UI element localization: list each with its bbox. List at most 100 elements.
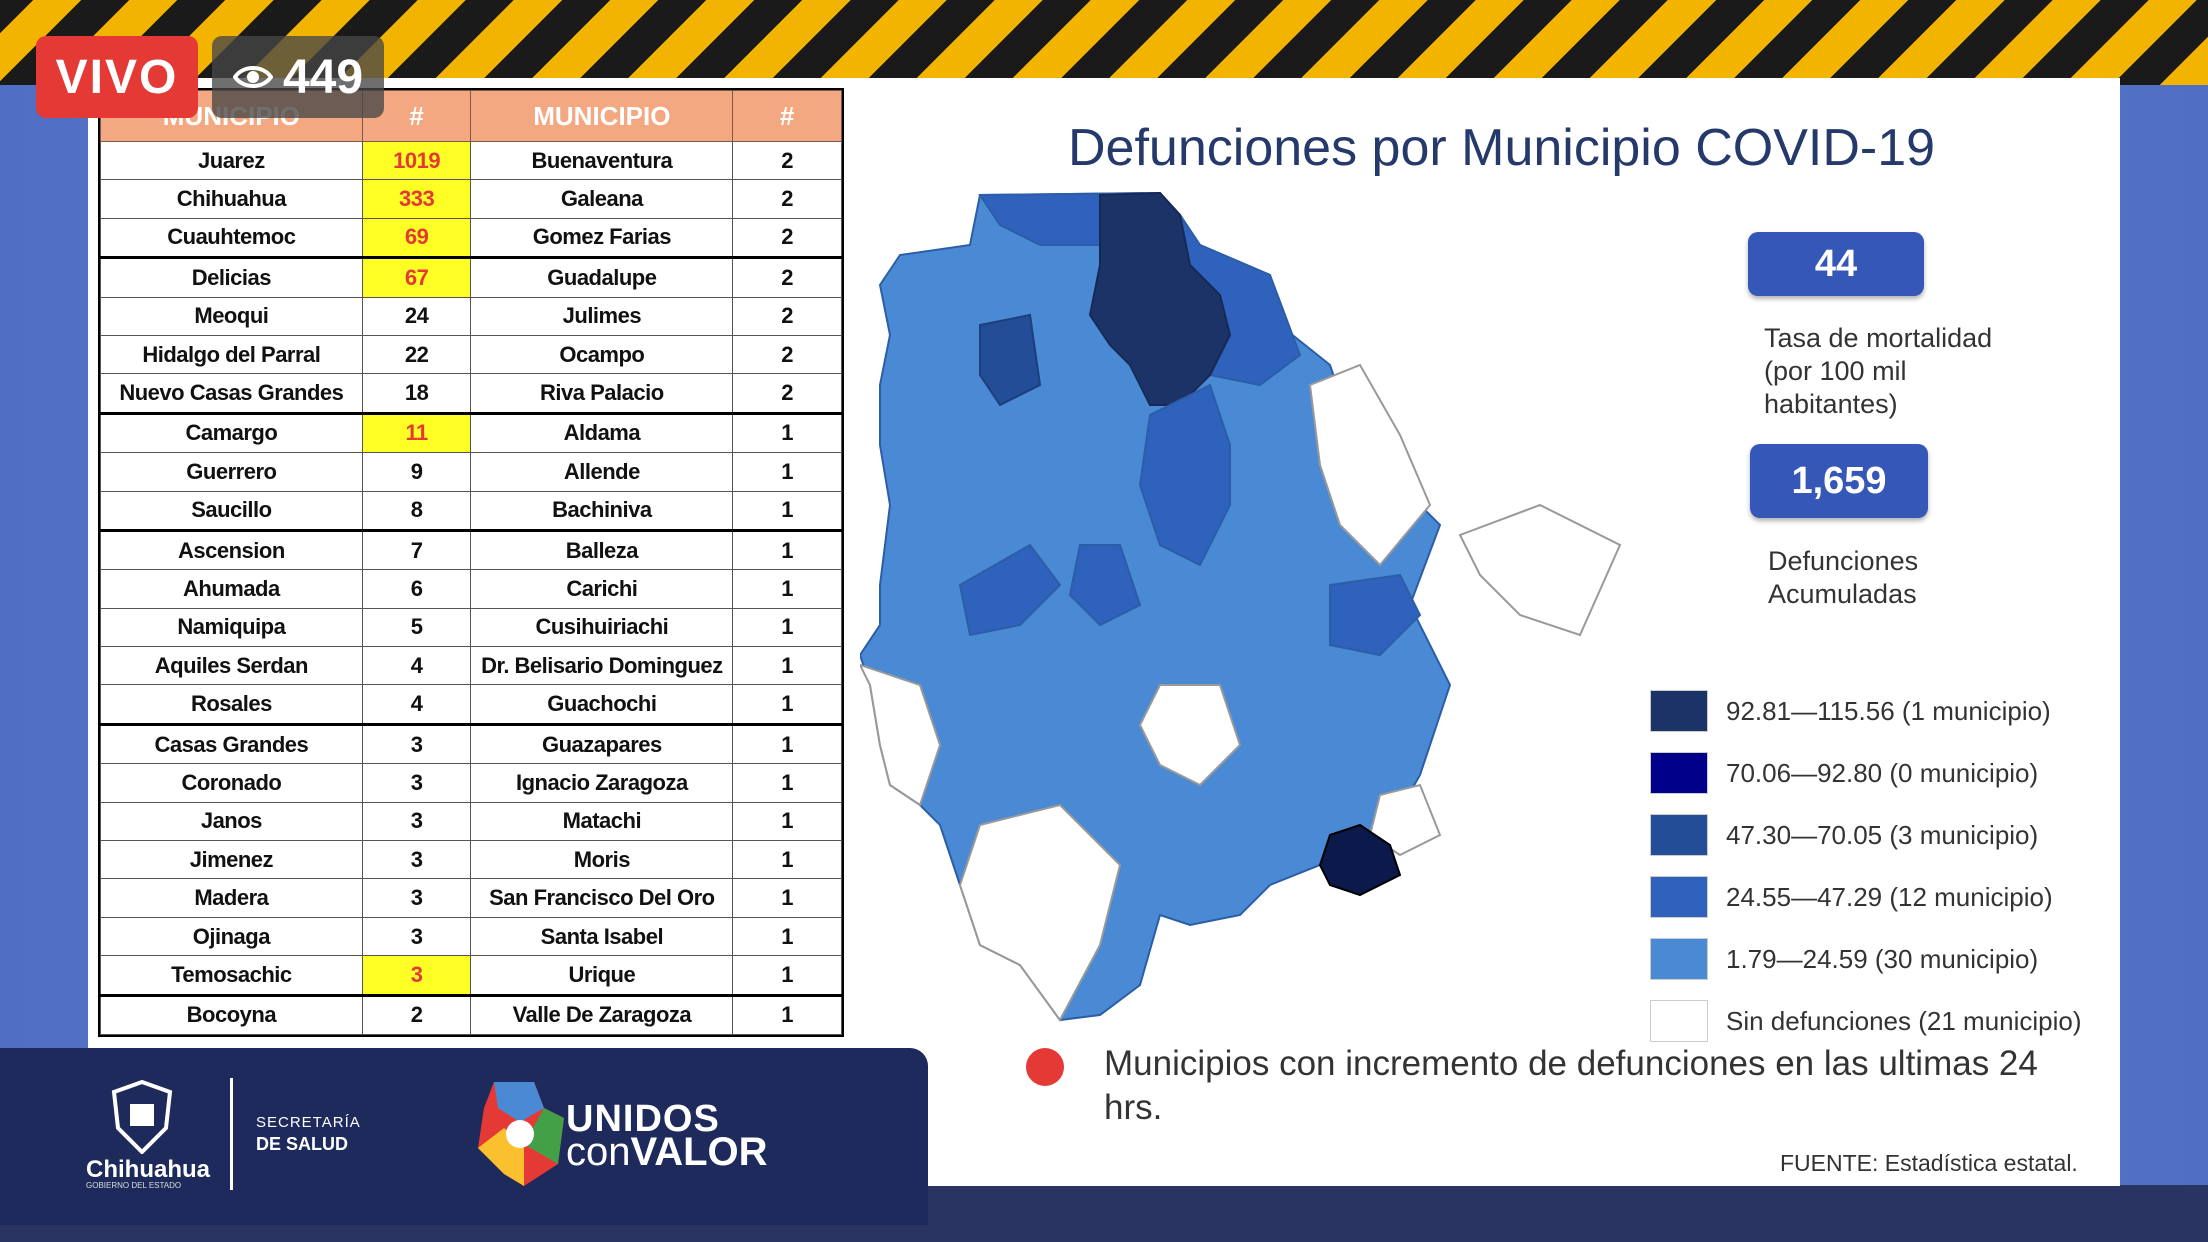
- municipio-cell: Allende: [470, 452, 734, 492]
- count-cell: 333: [361, 179, 472, 219]
- accumulated-deaths-box: 1,659: [1750, 444, 1928, 518]
- municipio-cell: Guadalupe: [470, 257, 734, 298]
- legend-label: Sin defunciones (21 municipio): [1726, 1005, 2082, 1036]
- footer-band: [0, 1048, 928, 1185]
- municipio-cell: Dr. Belisario Dominguez: [470, 646, 734, 686]
- municipio-cell: Guazapares: [470, 723, 734, 765]
- municipio-cell: Santa Isabel: [470, 916, 734, 957]
- municipio-cell: Guerrero: [100, 452, 363, 492]
- municipio-cell: Urique: [470, 955, 734, 997]
- count-cell: 1: [732, 994, 842, 1035]
- municipio-cell: Ocampo: [470, 334, 734, 375]
- footer-band-bottom: [0, 1185, 928, 1225]
- table-row: Rosales 4 Guachochi 1: [100, 684, 842, 726]
- live-badge: VIVO: [36, 36, 198, 118]
- municipio-cell: Juarez: [100, 140, 363, 181]
- municipio-cell: Moris: [470, 840, 734, 880]
- count-cell: 1: [732, 529, 842, 571]
- legend-item: 1.79—24.59 (30 municipio): [1650, 928, 2082, 990]
- municipio-cell: Valle De Zaragoza: [470, 994, 734, 1035]
- count-cell: 1: [732, 723, 842, 765]
- region-none-center: [1138, 684, 1242, 787]
- region-level-2: [979, 313, 1042, 407]
- count-cell: 1: [732, 878, 842, 918]
- count-cell: 1: [732, 840, 842, 880]
- viewer-count-badge: 449: [212, 36, 384, 118]
- legend-swatch: [1650, 938, 1708, 980]
- state-seal-icon: [111, 1080, 173, 1154]
- table-row: Ascension 7 Balleza 1: [100, 529, 842, 571]
- chihuahua-choropleth-map: [860, 191, 1622, 1022]
- region-none-se: [1368, 783, 1442, 857]
- municipio-cell: Nuevo Casas Grandes: [100, 373, 363, 415]
- count-cell: 9: [361, 452, 472, 492]
- municipio-table: MUNICIPIO # MUNICIPIO # Juarez1019Buenav…: [98, 88, 844, 1037]
- municipio-cell: Julimes: [470, 296, 734, 336]
- table-row: Madera 3 San Francisco Del Oro 1: [100, 878, 842, 918]
- mortality-rate-box: 44: [1748, 232, 1924, 296]
- municipio-cell: Delicias: [100, 257, 363, 298]
- region-none-south: [958, 803, 1122, 1022]
- count-cell: 1: [732, 607, 842, 648]
- count-cell: 4: [361, 646, 472, 686]
- count-cell: 2: [732, 140, 842, 181]
- table-row: Ojinaga 3 Santa Isabel 1: [100, 916, 842, 957]
- legend-swatch: [1650, 814, 1708, 856]
- count-cell: 6: [361, 569, 472, 609]
- count-cell: 1: [732, 763, 842, 803]
- legend-label: 1.79—24.59 (30 municipio): [1726, 943, 2039, 974]
- legend-item: 92.81—115.56 (1 municipio): [1650, 680, 2082, 742]
- table-row: Cuauhtemoc 69 Gomez Farias 2: [100, 217, 842, 260]
- table-row: Jimenez 3 Moris 1: [100, 840, 842, 880]
- municipio-cell: Madera: [100, 878, 363, 918]
- region-level-3e: [1329, 573, 1422, 657]
- page-title: Defunciones por Municipio COVID-19: [1068, 119, 1936, 177]
- municipio-cell: San Francisco Del Oro: [470, 878, 734, 918]
- count-cell: 1: [732, 684, 842, 726]
- count-cell: 2: [732, 373, 842, 415]
- municipio-cell: Meoqui: [100, 296, 363, 336]
- table-row: Nuevo Casas Grandes 18 Riva Palacio 2: [100, 373, 842, 415]
- count-cell: 11: [361, 412, 472, 454]
- municipio-cell: Guachochi: [470, 684, 734, 726]
- municipio-cell: Ignacio Zaragoza: [470, 763, 734, 803]
- campaign-line1: UNIDOS: [566, 1098, 720, 1140]
- municipio-cell: Buenaventura: [470, 140, 734, 181]
- region-none-east: [1308, 363, 1432, 567]
- count-cell: 5: [361, 607, 472, 648]
- municipio-cell: Temosachic: [100, 955, 363, 997]
- region-none-west: [860, 663, 942, 807]
- count-cell: 67: [361, 257, 472, 298]
- increment-note: Municipios con incremento de defunciones…: [1104, 1044, 2038, 1127]
- table-row: Camargo 11 Aldama 1: [100, 412, 842, 454]
- municipio-cell: Casas Grandes: [100, 723, 363, 765]
- table-row: Coronado 3 Ignacio Zaragoza 1: [100, 763, 842, 803]
- legend-item: 47.30—70.05 (3 municipio): [1650, 804, 2082, 866]
- legend-item: Sin defunciones (21 municipio): [1650, 990, 2082, 1052]
- table-row: Janos 3 Matachi 1: [100, 801, 842, 842]
- legend-label: 47.30—70.05 (3 municipio): [1726, 819, 2039, 850]
- municipio-cell: Bocoyna: [100, 994, 363, 1035]
- count-cell: 4: [361, 684, 472, 726]
- count-cell: 2: [732, 334, 842, 375]
- municipio-cell: Janos: [100, 801, 363, 842]
- count-cell: 1: [732, 452, 842, 492]
- municipio-cell: Gomez Farias: [470, 217, 734, 260]
- table-row: Namiquipa 5 Cusihuiriachi 1: [100, 607, 842, 648]
- municipio-cell: Namiquipa: [100, 607, 363, 648]
- count-cell: 18: [361, 373, 472, 415]
- municipio-cell: Hidalgo del Parral: [100, 334, 363, 375]
- count-cell: 3: [361, 801, 472, 842]
- count-cell: 69: [361, 217, 472, 260]
- municipio-cell: Matachi: [470, 801, 734, 842]
- municipio-cell: Aquiles Serdan: [100, 646, 363, 686]
- municipio-cell: Galeana: [470, 179, 734, 219]
- count-cell: 1: [732, 801, 842, 842]
- table-row: Casas Grandes 3 Guazapares 1: [100, 723, 842, 765]
- accumulated-deaths-label: Defunciones Acumuladas: [1768, 546, 1919, 609]
- region-level-1: [1088, 191, 1232, 406]
- municipio-cell: Ojinaga: [100, 916, 363, 957]
- legend-item: 70.06—92.80 (0 municipio): [1650, 742, 2082, 804]
- header-count: #: [732, 90, 842, 142]
- legend-label: 24.55—47.29 (12 municipio): [1726, 881, 2053, 912]
